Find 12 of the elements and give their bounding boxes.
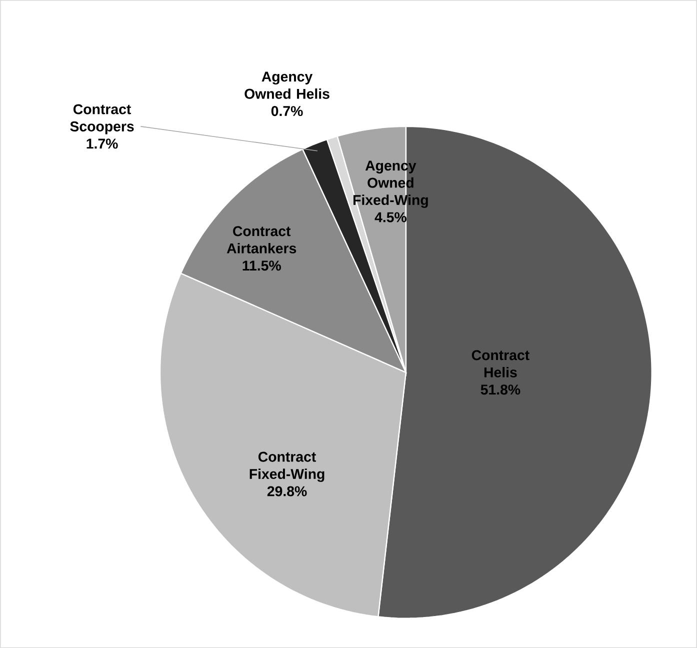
data-label: 1.7% xyxy=(86,138,118,149)
data-label: 0.7% xyxy=(271,106,303,116)
slice-label: Contract Scoopers xyxy=(70,104,134,134)
data-label: 11.5% xyxy=(242,260,281,271)
slice-label: Agency Owned Helis xyxy=(244,72,330,99)
data-label: 29.8% xyxy=(267,486,307,496)
data-label: 4.5% xyxy=(374,212,406,222)
data-label: 51.8% xyxy=(480,384,520,395)
slice-label: Contract Helis xyxy=(472,350,530,378)
slice-label: Agency Owned Fixed-Wing xyxy=(354,160,428,208)
slice-label: Contract Fixed-Wing xyxy=(250,452,324,482)
slice-label: Contract Airtankers xyxy=(226,226,296,254)
